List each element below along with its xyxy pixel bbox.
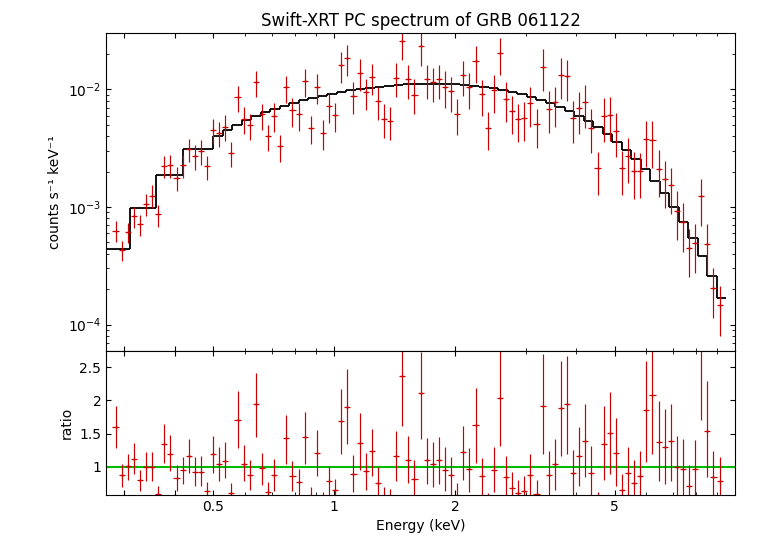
X-axis label: Energy (keV): Energy (keV) [376,519,465,533]
Y-axis label: counts s⁻¹ keV⁻¹: counts s⁻¹ keV⁻¹ [49,135,62,249]
Title: Swift-XRT PC spectrum of GRB 061122: Swift-XRT PC spectrum of GRB 061122 [261,12,581,31]
Y-axis label: ratio: ratio [60,406,74,439]
